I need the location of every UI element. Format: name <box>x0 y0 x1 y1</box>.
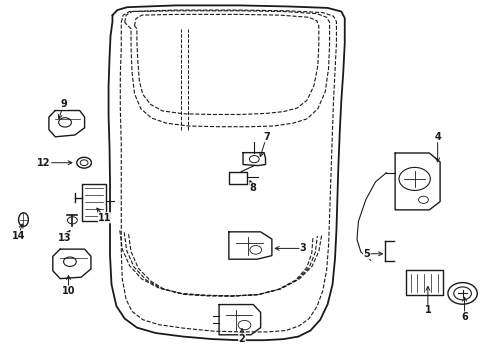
Text: 10: 10 <box>61 286 75 296</box>
Text: 6: 6 <box>460 312 467 322</box>
Text: 2: 2 <box>238 334 245 344</box>
Text: 7: 7 <box>263 132 269 142</box>
Text: 3: 3 <box>299 243 306 253</box>
Text: 11: 11 <box>98 213 112 223</box>
Text: 12: 12 <box>37 158 51 168</box>
Text: 14: 14 <box>12 231 25 241</box>
Text: 13: 13 <box>58 233 71 243</box>
Text: 5: 5 <box>363 249 369 259</box>
Text: 1: 1 <box>424 305 430 315</box>
Text: 4: 4 <box>433 132 440 142</box>
Text: 8: 8 <box>249 183 256 193</box>
Text: 9: 9 <box>60 99 67 109</box>
